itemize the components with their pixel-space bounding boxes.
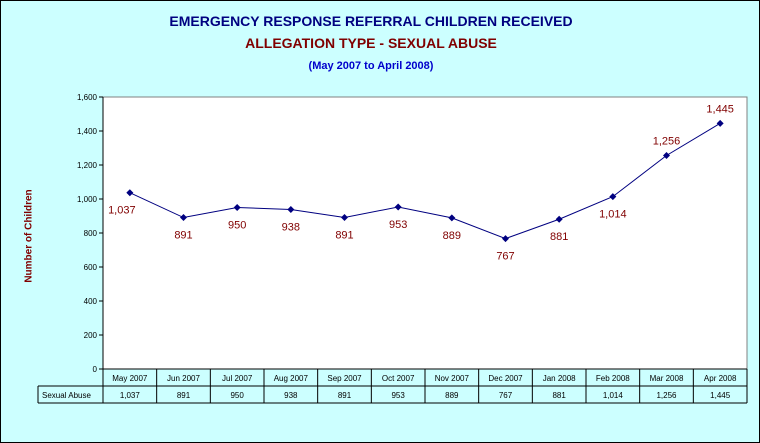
x-category-label: Nov 2007	[435, 374, 470, 383]
x-category-label: Dec 2007	[488, 374, 523, 383]
data-point	[287, 206, 295, 214]
table-value: 938	[284, 391, 298, 400]
data-point	[555, 215, 563, 223]
y-tick-label: 400	[84, 297, 98, 306]
data-label: 891	[335, 230, 353, 242]
data-label: 891	[174, 230, 192, 242]
x-category-label: Feb 2008	[596, 374, 630, 383]
table-value: 891	[177, 391, 191, 400]
data-point	[180, 214, 187, 222]
data-label: 767	[496, 251, 514, 263]
chart-period: (May 2007 to April 2008)	[308, 60, 434, 72]
data-point	[663, 151, 670, 159]
chart-subtitle: ALLEGATION TYPE - SEXUAL ABUSE	[245, 35, 497, 51]
plot-area	[102, 96, 748, 370]
x-category-label: May 2007	[112, 374, 148, 383]
table-value: 950	[230, 391, 244, 400]
y-tick-label: 1,400	[77, 127, 98, 136]
table-value: 881	[552, 391, 566, 400]
y-tick-label: 800	[84, 229, 98, 238]
data-point	[609, 193, 617, 201]
y-tick-label: 200	[84, 331, 98, 340]
table-row-label: Sexual Abuse	[42, 391, 91, 400]
table-value: 1,014	[603, 391, 624, 400]
data-point	[394, 203, 402, 211]
table-value: 891	[338, 391, 352, 400]
y-tick-label: 1,200	[77, 161, 98, 170]
y-tick-label: 0	[93, 365, 98, 374]
data-label: 1,037	[108, 205, 136, 217]
y-tick-label: 1,600	[77, 93, 98, 102]
data-label: 1,014	[599, 209, 627, 221]
x-category-label: Jan 2008	[543, 374, 576, 383]
x-category-label: Jul 2007	[222, 374, 253, 383]
table-value: 953	[391, 391, 405, 400]
data-point	[448, 214, 456, 222]
y-tick-label: 1,000	[77, 195, 98, 204]
table-value: 1,445	[710, 391, 731, 400]
data-label: 1,445	[706, 103, 734, 115]
x-category-label: Apr 2008	[704, 374, 737, 383]
table-value: 1,037	[120, 391, 141, 400]
data-label: 881	[550, 231, 568, 243]
y-tick-label: 600	[84, 263, 98, 272]
series-line	[129, 122, 721, 240]
data-label: 1,256	[653, 135, 681, 147]
data-point	[233, 204, 241, 211]
x-category-label: Oct 2007	[382, 374, 415, 383]
x-category-label: Jun 2007	[167, 374, 200, 383]
table-value: 767	[499, 391, 513, 400]
table-value: 889	[445, 391, 459, 400]
chart-title: EMERGENCY RESPONSE REFERRAL CHILDREN REC…	[169, 13, 573, 29]
data-point	[716, 119, 724, 127]
data-label: 953	[389, 219, 407, 231]
data-label: 950	[228, 220, 246, 232]
data-label: 889	[443, 230, 461, 242]
x-category-label: Mar 2008	[650, 374, 684, 383]
data-label: 938	[282, 222, 300, 234]
x-category-label: Aug 2007	[274, 374, 309, 383]
table-value: 1,256	[656, 391, 677, 400]
x-category-label: Sep 2007	[327, 374, 362, 383]
data-point	[502, 235, 509, 243]
data-point	[341, 214, 348, 222]
